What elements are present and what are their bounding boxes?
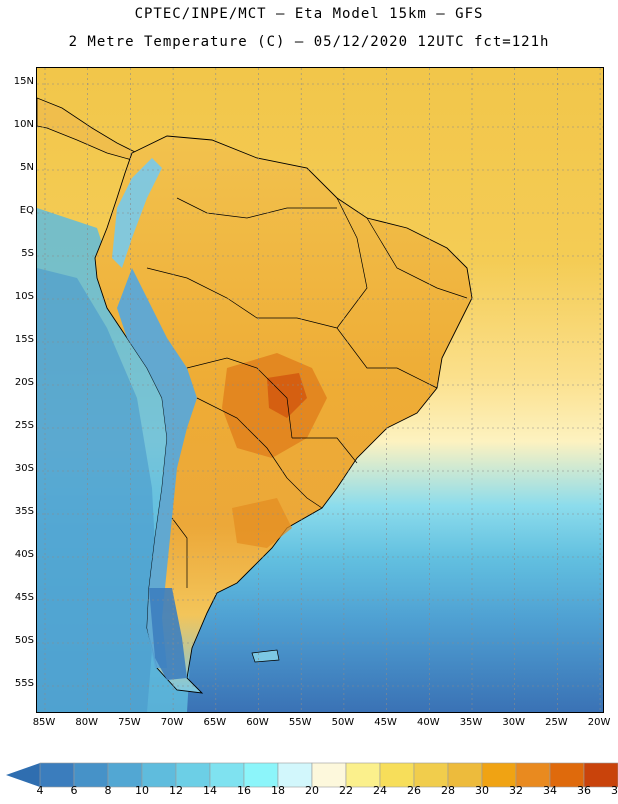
colorbar-segment	[39, 762, 75, 788]
colorbar-tick-label: 32	[509, 784, 523, 797]
colorbar-tick-label: 12	[169, 784, 183, 797]
lon-label: 65W	[203, 717, 227, 728]
colorbar-segment	[549, 762, 585, 788]
colorbar-segment	[73, 762, 109, 788]
lat-label: 55S	[14, 678, 34, 689]
lat-label: 5N	[20, 162, 34, 173]
temperature-map	[37, 68, 603, 712]
colorbar-tick-label: 10	[135, 784, 149, 797]
colorbar-tick-label: 36	[577, 784, 591, 797]
lon-label: 40W	[416, 717, 440, 728]
colorbar-tick-label: 30	[475, 784, 489, 797]
country-borders	[146, 197, 468, 588]
colorbar-tick-label: 38	[611, 784, 618, 797]
colorbar-segment	[141, 762, 177, 788]
lon-label: 85W	[32, 717, 56, 728]
lat-label: EQ	[19, 205, 34, 216]
colorbar-tick-label: 14	[203, 784, 217, 797]
colorbar-tick-label: 8	[104, 784, 112, 797]
lat-label: 25S	[14, 420, 34, 431]
lon-label: 70W	[160, 717, 184, 728]
colorbar-segment	[107, 762, 143, 788]
lat-label: 50S	[14, 635, 34, 646]
lat-label: 10N	[13, 119, 34, 130]
colorbar-tick-label: 28	[441, 784, 455, 797]
lon-label: 60W	[246, 717, 269, 728]
colorbar-segment	[311, 762, 347, 788]
colorbar-segment	[481, 762, 517, 788]
colorbar-segment	[277, 762, 313, 788]
colorbar-segment	[413, 762, 449, 788]
lat-label: 35S	[14, 506, 34, 517]
colorbar-tick-label: 18	[271, 784, 285, 797]
colorbar-segment	[209, 762, 245, 788]
chart-title-line-2: 2 Metre Temperature (C) – 05/12/2020 12U…	[68, 34, 550, 50]
lat-label: 45S	[14, 592, 34, 603]
lat-label: 5S	[21, 248, 34, 259]
colorbar-tick-label: 16	[237, 784, 251, 797]
lat-label: 30S	[14, 463, 34, 474]
colorbar-segment	[379, 762, 415, 788]
colorbar-tick-label: 4	[36, 784, 44, 797]
colorbar-segment	[583, 762, 618, 788]
colorbar-segment	[447, 762, 483, 788]
colorbar-tick-label: 6	[70, 784, 78, 797]
southern-andes	[117, 268, 197, 668]
lat-label: 20S	[14, 377, 34, 388]
pacific-cold-water	[37, 268, 157, 712]
colorbar-tick-label: 22	[339, 784, 353, 797]
colorbar-tick-label: 34	[543, 784, 557, 797]
lon-label: 30W	[502, 717, 525, 728]
hottest-core-region	[267, 373, 307, 418]
lat-lon-grid	[37, 68, 603, 712]
lon-label: 50W	[331, 717, 355, 728]
lon-label: 35W	[459, 717, 483, 728]
lon-label: 25W	[545, 717, 568, 728]
lon-label: 80W	[75, 717, 98, 728]
map-frame	[36, 67, 604, 713]
lon-label: 20W	[587, 717, 611, 728]
lon-label: 55W	[288, 717, 312, 728]
colorbar-tick-label: 24	[373, 784, 387, 797]
colorbar-segment	[243, 762, 279, 788]
lat-label: 15S	[14, 334, 34, 345]
argentina-hot-region	[232, 498, 292, 548]
lon-label: 45W	[374, 717, 397, 728]
chart-title-line-1: CPTEC/INPE/MCT – Eta Model 15km – GFS	[134, 6, 484, 22]
colorbar-tick-label: 20	[305, 784, 319, 797]
patagonia-cold	[149, 588, 187, 680]
colorbar-left-arrow	[6, 763, 40, 787]
lat-label: 10S	[14, 291, 34, 302]
colorbar-segment	[175, 762, 211, 788]
colorbar-segment	[515, 762, 551, 788]
colorbar-tick-label: 26	[407, 784, 421, 797]
colorbar	[6, 762, 618, 788]
lat-label: 15N	[13, 76, 34, 87]
lat-label: 40S	[14, 549, 34, 560]
lon-label: 75W	[118, 717, 141, 728]
